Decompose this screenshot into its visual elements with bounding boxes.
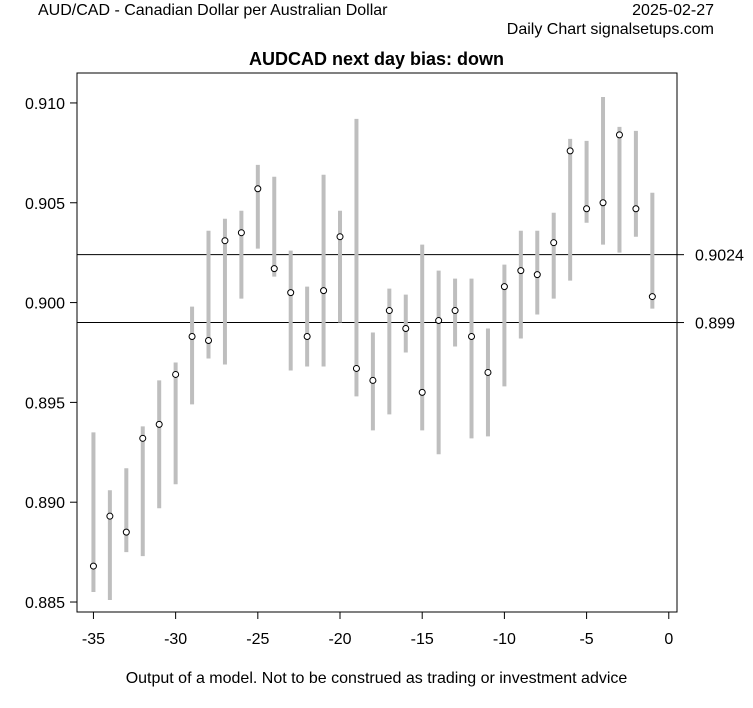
reference-labels: 0.9024 0.899: [677, 248, 744, 333]
plot-frame: [76, 72, 678, 613]
close-point: [583, 205, 591, 213]
close-point: [172, 370, 180, 378]
close-point: [287, 289, 295, 297]
close-point: [484, 368, 492, 376]
y-tick-label: 0.910: [25, 96, 65, 113]
close-point: [632, 205, 640, 213]
y-tick-label: 0.890: [25, 495, 65, 512]
x-tick-label: 0: [664, 631, 673, 648]
x-tick-label: -25: [246, 631, 269, 648]
close-point: [500, 283, 508, 291]
x-tick-label: -15: [411, 631, 434, 648]
range-bars: [91, 96, 655, 601]
close-point: [320, 287, 328, 295]
reference-label: 0.9024: [695, 248, 744, 265]
close-point: [533, 271, 541, 279]
y-tick-label: 0.905: [25, 196, 65, 213]
chart-title: AUDCAD next day bias: down: [248, 49, 505, 69]
y-axis: 0.885 0.890 0.895 0.900 0.905 0.910: [25, 96, 77, 612]
close-point: [106, 512, 114, 520]
close-point: [139, 434, 147, 442]
close-point: [122, 528, 130, 536]
source-label: Daily Chart signalsetups.com: [506, 21, 714, 38]
close-point: [615, 131, 623, 139]
x-tick-label: -10: [493, 631, 516, 648]
close-point: [451, 307, 459, 315]
close-point: [648, 293, 656, 301]
close-point: [205, 337, 213, 345]
close-point: [435, 317, 443, 325]
x-axis: -35 -30 -25 -20 -15 -10 -5 0: [82, 612, 673, 648]
y-tick-label: 0.895: [25, 395, 65, 412]
y-tick-label: 0.900: [25, 296, 65, 313]
close-points: [89, 131, 656, 570]
close-point: [369, 376, 377, 384]
x-tick-label: -35: [82, 631, 105, 648]
close-point: [517, 267, 525, 275]
x-tick-label: -30: [164, 631, 187, 648]
close-point: [89, 562, 97, 570]
close-point: [402, 325, 410, 333]
x-tick-label: -5: [579, 631, 593, 648]
date-label: 2025-02-27: [632, 2, 714, 19]
disclaimer-note: Output of a model. Not to be construed a…: [125, 670, 628, 687]
close-point: [550, 239, 558, 247]
close-point: [352, 364, 360, 372]
close-point: [237, 229, 245, 237]
close-point: [303, 333, 311, 341]
close-point: [155, 420, 163, 428]
x-tick-label: -20: [328, 631, 351, 648]
close-point: [221, 237, 229, 245]
pair-label: AUD/CAD - Canadian Dollar per Australian…: [38, 2, 388, 19]
reference-lines: [77, 254, 677, 324]
close-point: [188, 333, 196, 341]
close-point: [468, 333, 476, 341]
close-point: [566, 147, 574, 155]
close-point: [418, 388, 426, 396]
close-point: [336, 233, 344, 241]
y-tick-label: 0.885: [25, 595, 65, 612]
close-point: [599, 199, 607, 207]
close-point: [385, 307, 393, 315]
close-point: [254, 185, 262, 193]
close-point: [270, 265, 278, 273]
reference-label: 0.899: [695, 316, 735, 333]
